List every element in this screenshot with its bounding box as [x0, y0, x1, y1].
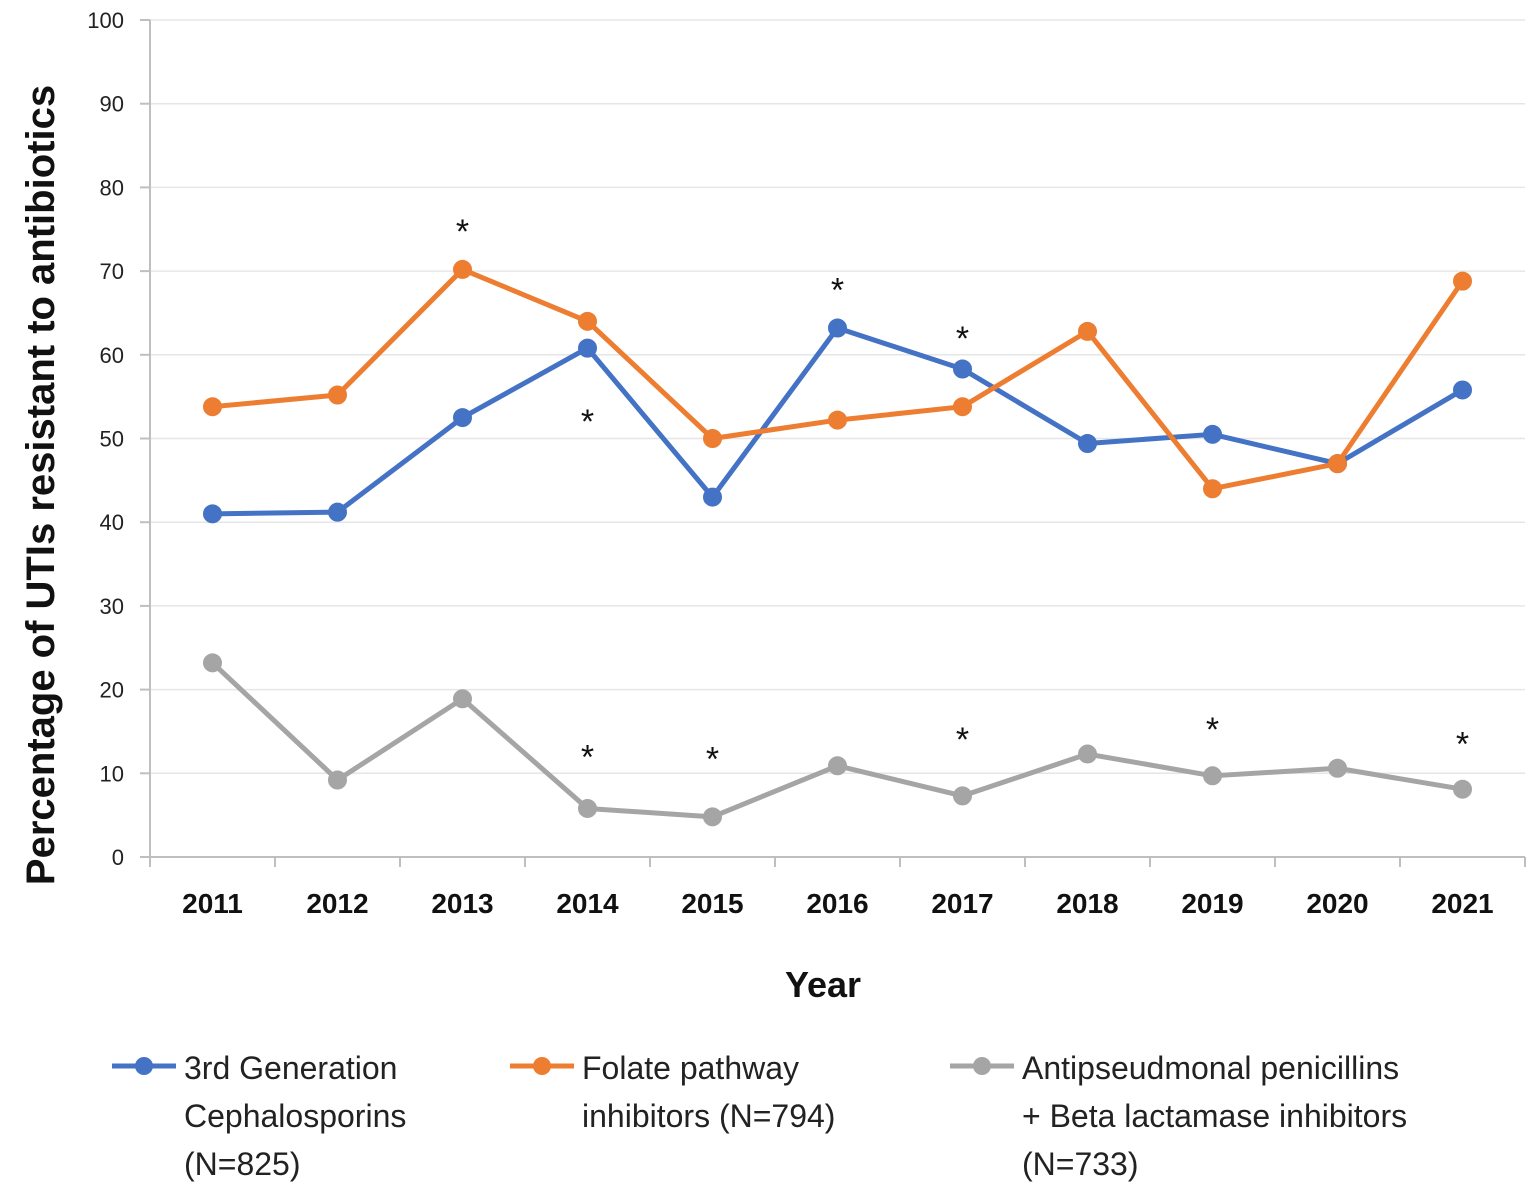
- data-point: [453, 259, 472, 279]
- asterisk-annotation: *: [956, 721, 969, 759]
- x-tick-label: 2011: [182, 888, 243, 919]
- y-tick-label: 50: [100, 427, 124, 452]
- x-tick-label: 2021: [1431, 888, 1493, 919]
- x-tick-label: 2012: [306, 888, 368, 919]
- legend-label: Cephalosporins: [184, 1098, 406, 1134]
- y-tick-label: 60: [100, 343, 124, 368]
- x-tick-label: 2018: [1056, 888, 1118, 919]
- data-point: [1078, 744, 1097, 764]
- axes: 0 10 20 30 40 50 60 70 80 90 100 2011 2012 2013 2014 20…: [87, 8, 1526, 919]
- data-point: [578, 311, 597, 331]
- y-tick-label: 100: [87, 8, 124, 33]
- asterisk-annotation: *: [581, 739, 594, 777]
- y-tick-label: 10: [100, 761, 124, 786]
- data-point: [328, 770, 347, 790]
- y-axis-title: Percentage of UTIs resistant to antibiot…: [19, 85, 63, 885]
- asterisk-annotation: *: [1456, 725, 1469, 763]
- data-point: [1453, 380, 1472, 400]
- significance-markers: * * * * * * * * *: [456, 213, 1469, 778]
- data-point: [1328, 454, 1347, 474]
- x-tick-label: 2017: [931, 888, 993, 919]
- y-tick-label: 80: [100, 175, 124, 200]
- data-point: [578, 338, 597, 358]
- x-tick-label: 2015: [681, 888, 743, 919]
- y-tick-label: 40: [100, 510, 124, 535]
- data-point: [953, 397, 972, 417]
- x-tick-label: 2013: [431, 888, 493, 919]
- legend-label: (N=733): [1022, 1146, 1139, 1182]
- data-point: [953, 786, 972, 806]
- data-point: [1078, 321, 1097, 341]
- legend-swatch-marker: [973, 1057, 991, 1075]
- data-point: [203, 504, 222, 524]
- x-axis-title: Year: [785, 964, 861, 1005]
- data-point: [703, 487, 722, 507]
- y-tick-label: 30: [100, 594, 124, 619]
- legend-item-1: 3rd Generation Cephalosporins (N=825): [112, 1050, 406, 1182]
- legend-label: + Beta lactamase inhibitors: [1022, 1098, 1407, 1134]
- data-point: [453, 408, 472, 428]
- data-point: [328, 385, 347, 405]
- legend-label: 3rd Generation: [184, 1050, 397, 1086]
- asterisk-annotation: *: [706, 740, 719, 778]
- data-point: [828, 756, 847, 776]
- data-point: [328, 502, 347, 522]
- data-point: [1453, 271, 1472, 291]
- legend-label: (N=825): [184, 1146, 301, 1182]
- data-point: [453, 689, 472, 709]
- legend-item-3: Antipseudmonal penicillins + Beta lactama…: [950, 1050, 1407, 1182]
- data-point: [1453, 779, 1472, 799]
- data-point: [953, 359, 972, 379]
- data-point: [703, 807, 722, 827]
- legend: 3rd Generation Cephalosporins (N=825) Folat…: [112, 1050, 1407, 1182]
- data-point: [828, 318, 847, 338]
- asterisk-annotation: *: [956, 320, 969, 358]
- data-point: [828, 410, 847, 430]
- data-point: [203, 397, 222, 417]
- x-tick-label: 2016: [806, 888, 868, 919]
- data-point: [578, 798, 597, 818]
- asterisk-annotation: *: [581, 403, 594, 441]
- legend-swatch-marker: [135, 1057, 153, 1075]
- x-tick-label: 2014: [556, 888, 619, 919]
- asterisk-annotation: *: [831, 272, 844, 310]
- y-tick-label: 70: [100, 259, 124, 284]
- series-lines: [203, 259, 1472, 827]
- data-point: [1078, 434, 1097, 454]
- legend-label: Folate pathway: [582, 1050, 799, 1086]
- data-point: [1203, 424, 1222, 444]
- legend-label: inhibitors (N=794): [582, 1098, 835, 1134]
- data-point: [1203, 766, 1222, 786]
- data-point: [1203, 479, 1222, 499]
- legend-item-2: Folate pathway inhibitors (N=794): [510, 1050, 835, 1134]
- y-tick-label: 90: [100, 92, 124, 117]
- data-point: [203, 653, 222, 673]
- legend-label: Antipseudmonal penicillins: [1022, 1050, 1399, 1086]
- x-tick-label: 2020: [1306, 888, 1368, 919]
- y-tick-label: 0: [112, 845, 124, 870]
- x-tick-label: 2019: [1181, 888, 1243, 919]
- data-point: [703, 429, 722, 448]
- asterisk-annotation: *: [456, 213, 469, 251]
- y-tick-label: 20: [100, 678, 124, 703]
- asterisk-annotation: *: [1206, 711, 1219, 749]
- legend-swatch-marker: [533, 1057, 551, 1075]
- data-point: [1328, 758, 1347, 778]
